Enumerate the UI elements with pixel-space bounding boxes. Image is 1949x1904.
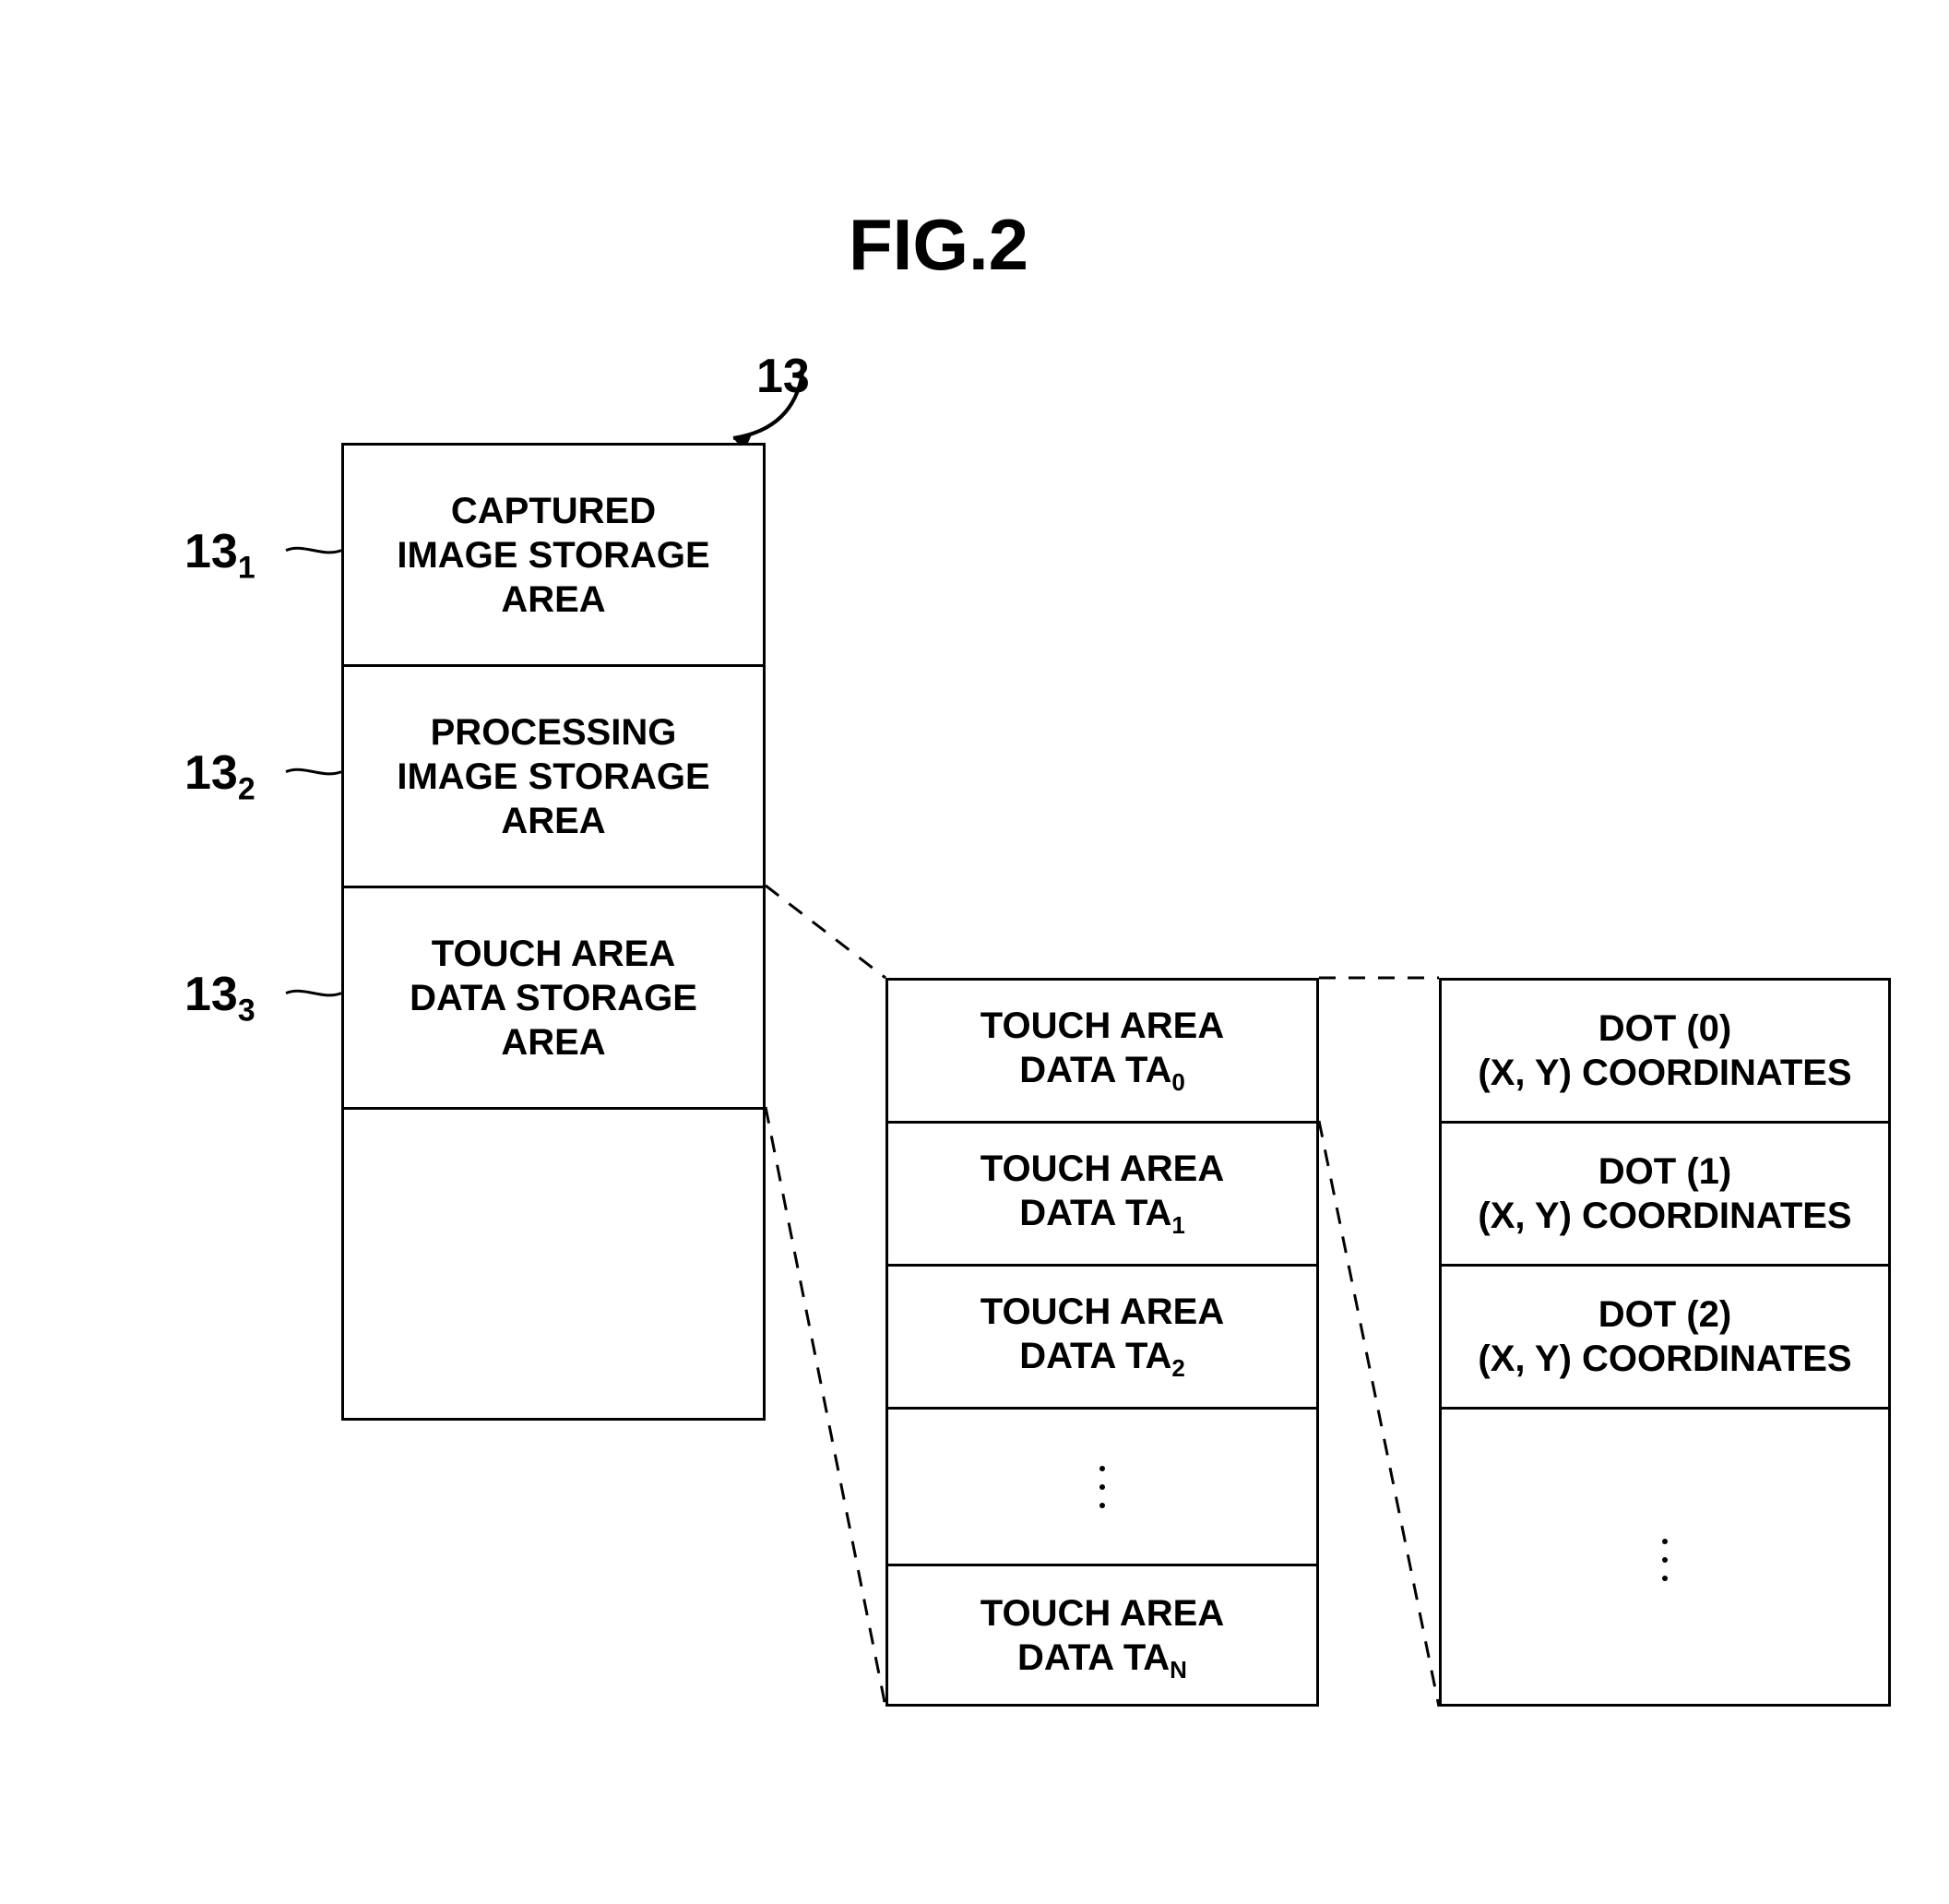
dashed-connectors <box>0 0 1949 1904</box>
dash-b1-b2-top <box>766 886 885 978</box>
dash-b2-b3-bottom <box>1319 1121 1439 1707</box>
dash-b1-b2-bottom <box>766 1107 885 1707</box>
